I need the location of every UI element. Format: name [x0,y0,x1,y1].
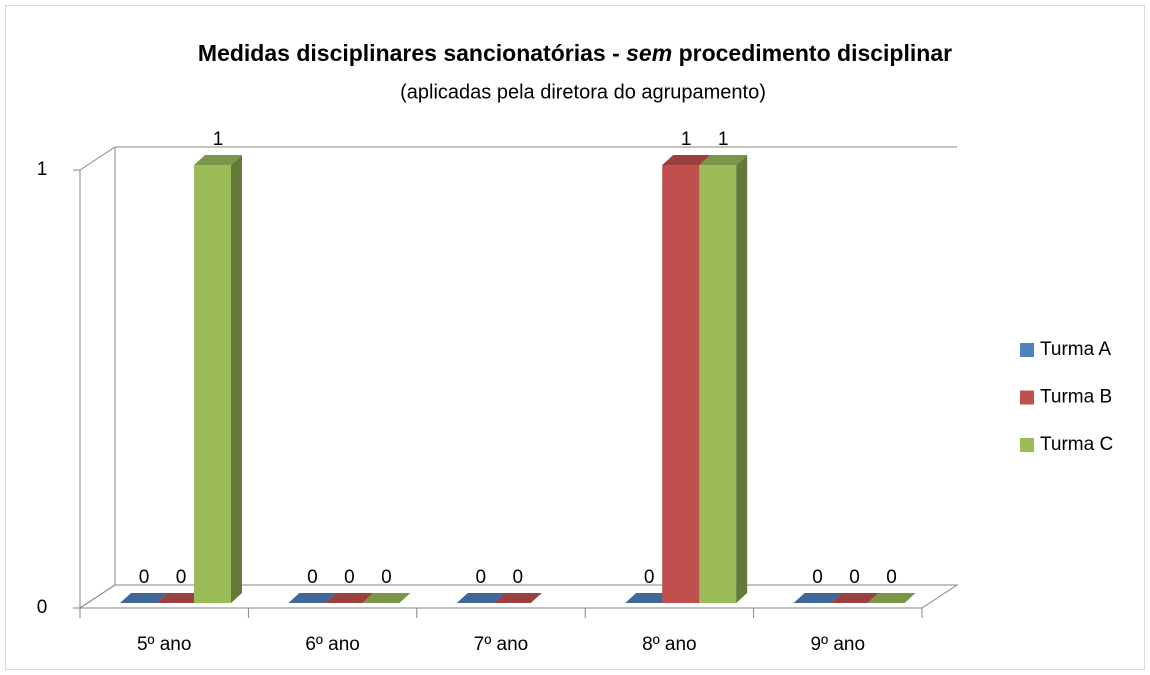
bar-top [830,593,879,603]
bar-top [625,593,674,603]
bar [120,593,168,603]
legend-label: Turma B [1040,387,1112,408]
data-label: 0 [381,567,392,588]
y-tick-label: 1 [37,159,48,180]
bar-top [157,593,205,603]
bar [699,155,748,603]
bar-top [288,593,337,603]
legend-label: Turma C [1040,434,1113,455]
data-label: 0 [139,567,150,588]
data-label: 0 [644,567,655,588]
x-tick-label: 9º ano [811,634,866,655]
legend-swatch [1020,438,1034,452]
bar-top [493,593,542,603]
bar [194,155,242,603]
data-label: 1 [718,129,729,150]
data-label: 0 [176,567,187,588]
data-label: 0 [886,567,897,588]
data-label: 0 [513,567,524,588]
y-tick-label: 0 [37,597,48,618]
legend-swatch [1020,390,1034,405]
bar-top [662,155,711,165]
bar [793,593,842,603]
bar [867,593,916,603]
bar [493,593,542,603]
x-tick-label: 8º ano [642,634,697,655]
title-part: sem [626,40,672,66]
legend-swatch [1020,343,1034,357]
x-tick-label: 6º ano [305,634,360,655]
title-part: Medidas disciplinares sancionatórias - [198,40,620,66]
bar [288,593,337,603]
data-label: 0 [812,567,823,588]
title-part: procedimento disciplinar [679,40,953,66]
bar-top [699,155,748,165]
bar [325,593,374,603]
bar-top [867,593,916,603]
bar-top [362,593,411,603]
bar [157,593,205,603]
x-tick-label: 5º ano [137,634,192,655]
bar-top [194,155,242,165]
bar [830,593,879,603]
x-tick-label: 7º ano [474,634,529,655]
data-label: 0 [849,567,860,588]
bar-side [736,155,748,603]
bar [625,593,674,603]
bar [456,593,505,603]
bar-top [793,593,842,603]
bar-top [325,593,374,603]
data-label: 1 [681,129,692,150]
bar-side [231,155,242,603]
chart-subtitle: (aplicadas pela diretora do agrupamento) [400,81,766,103]
bar-top [120,593,168,603]
legend-label: Turma A [1040,339,1111,360]
bar-front [194,165,231,603]
bar [362,593,411,603]
grid-line [79,146,957,171]
bar-top [456,593,505,603]
data-label: 0 [476,567,487,588]
data-label: 0 [344,567,355,588]
chart-title: Medidas disciplinares sancionatórias - s… [198,40,952,66]
bar-front [699,165,737,603]
data-label: 0 [307,567,318,588]
bar-front [662,165,700,603]
data-label: 1 [213,129,224,150]
